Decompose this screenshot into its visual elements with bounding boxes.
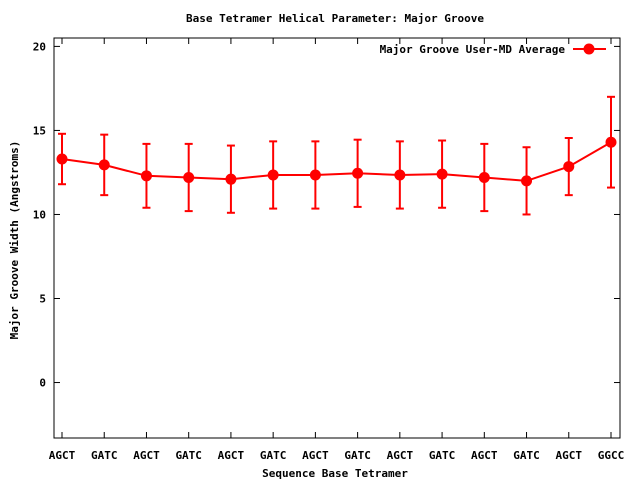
data-point <box>56 153 68 165</box>
data-point <box>98 159 110 171</box>
y-axis-label: Major Groove Width (Angstroms) <box>8 141 21 340</box>
x-tick-label: AGCT <box>387 449 414 462</box>
data-point <box>225 173 237 185</box>
data-point <box>267 169 279 181</box>
legend-label: Major Groove User-MD Average <box>380 43 566 56</box>
data-point <box>436 168 448 180</box>
x-tick-label: AGCT <box>556 449 583 462</box>
series-line <box>61 141 612 182</box>
x-tick-label: GATC <box>260 449 287 462</box>
legend: Major Groove User-MD Average <box>380 43 606 56</box>
x-tick-label: AGCT <box>49 449 76 462</box>
x-tick-label: AGCT <box>218 449 245 462</box>
x-tick-label: GATC <box>175 449 202 462</box>
chart-title: Base Tetramer Helical Parameter: Major G… <box>186 12 484 25</box>
y-tick-label: 5 <box>39 293 46 306</box>
y-tick-label: 20 <box>33 40 46 53</box>
y-tick-label: 15 <box>33 124 46 137</box>
x-tick-label: GATC <box>91 449 118 462</box>
data-points <box>56 136 617 187</box>
x-axis-label: Sequence Base Tetramer <box>262 467 408 480</box>
error-bars <box>58 95 615 216</box>
y-tick-label: 10 <box>33 208 46 221</box>
x-tick-label: GATC <box>344 449 371 462</box>
x-tick-label: AGCT <box>133 449 160 462</box>
data-point <box>309 169 321 181</box>
x-tick-label: AGCT <box>302 449 329 462</box>
y-tick-label: 0 <box>39 377 46 390</box>
x-tick-label: GATC <box>429 449 456 462</box>
data-point <box>183 171 195 183</box>
data-point <box>394 169 406 181</box>
data-point <box>140 170 152 182</box>
data-point <box>563 161 575 173</box>
x-tick-label: AGCT <box>471 449 498 462</box>
legend-marker-sample <box>583 43 595 55</box>
data-point <box>478 171 490 183</box>
plot-frame <box>53 37 621 439</box>
data-point <box>352 167 364 179</box>
x-tick-label: GGCC <box>598 449 625 462</box>
x-tick-label: GATC <box>513 449 540 462</box>
axis-ticks: 0 5 10 15 20 AGCT GATC AGCT GATC AGCT GATC AGCT GATC… <box>33 38 625 462</box>
series-line-layer <box>61 141 612 182</box>
data-point <box>521 175 533 187</box>
data-point <box>605 136 617 148</box>
